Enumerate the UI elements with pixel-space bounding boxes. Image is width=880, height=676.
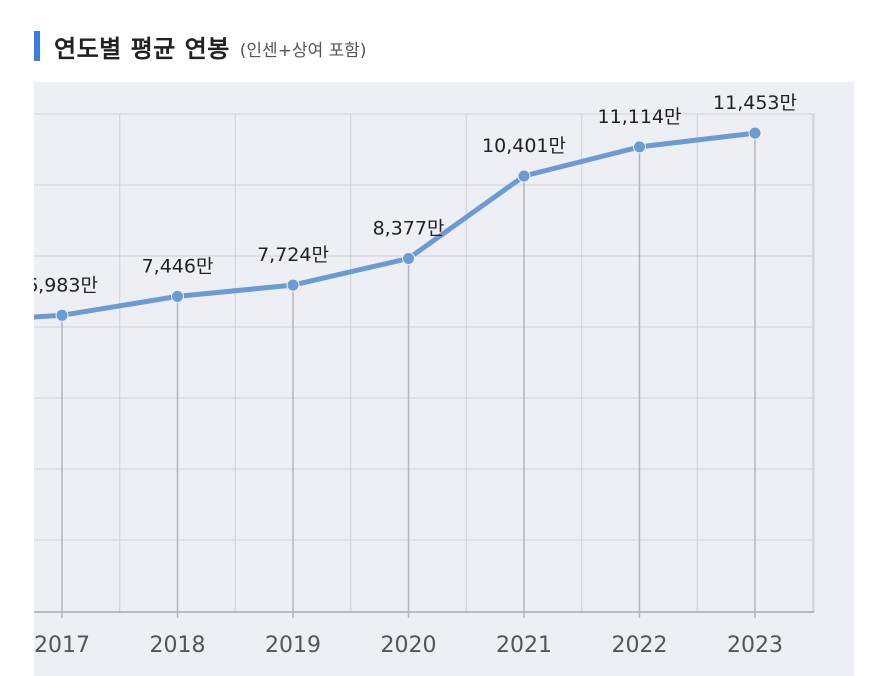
data-point — [286, 278, 300, 292]
x-tick-label: 2020 — [381, 633, 437, 658]
title-accent-bar — [34, 31, 40, 61]
line-chart: 6,983만 7,446만 7,724만 8,377만 10,401만 11,114만 11… — [34, 92, 815, 658]
data-label: 11,453만 — [713, 92, 797, 114]
x-tick-label: 2021 — [496, 633, 552, 658]
x-tick-label: 2017 — [34, 633, 90, 658]
data-label: 8,377만 — [373, 217, 445, 239]
data-point — [517, 169, 531, 183]
chart-subtitle: (인센+상여 포함) — [239, 40, 367, 61]
data-point — [748, 126, 762, 140]
data-label: 11,114만 — [598, 106, 682, 128]
data-label: 10,401만 — [482, 135, 566, 157]
chart-header: 연도별 평균 연봉 (인센+상여 포함) — [34, 28, 367, 64]
chart-title: 연도별 평균 연봉 — [54, 34, 230, 63]
x-tick-label: 2023 — [727, 633, 783, 658]
x-tick-label: 2022 — [612, 633, 668, 658]
x-tick-label: 2018 — [150, 633, 206, 658]
data-label: 7,446만 — [142, 255, 214, 277]
data-point — [633, 140, 646, 154]
data-point — [55, 308, 69, 322]
chart-panel: 6,983만 7,446만 7,724만 8,377만 10,401만 11,114만 11… — [34, 82, 854, 676]
series-line — [34, 130, 758, 320]
x-tick-label: 2019 — [265, 633, 321, 658]
data-point — [171, 289, 184, 303]
data-point — [402, 251, 415, 265]
data-label: 6,983만 — [34, 274, 98, 296]
data-label: 7,724만 — [257, 244, 329, 266]
